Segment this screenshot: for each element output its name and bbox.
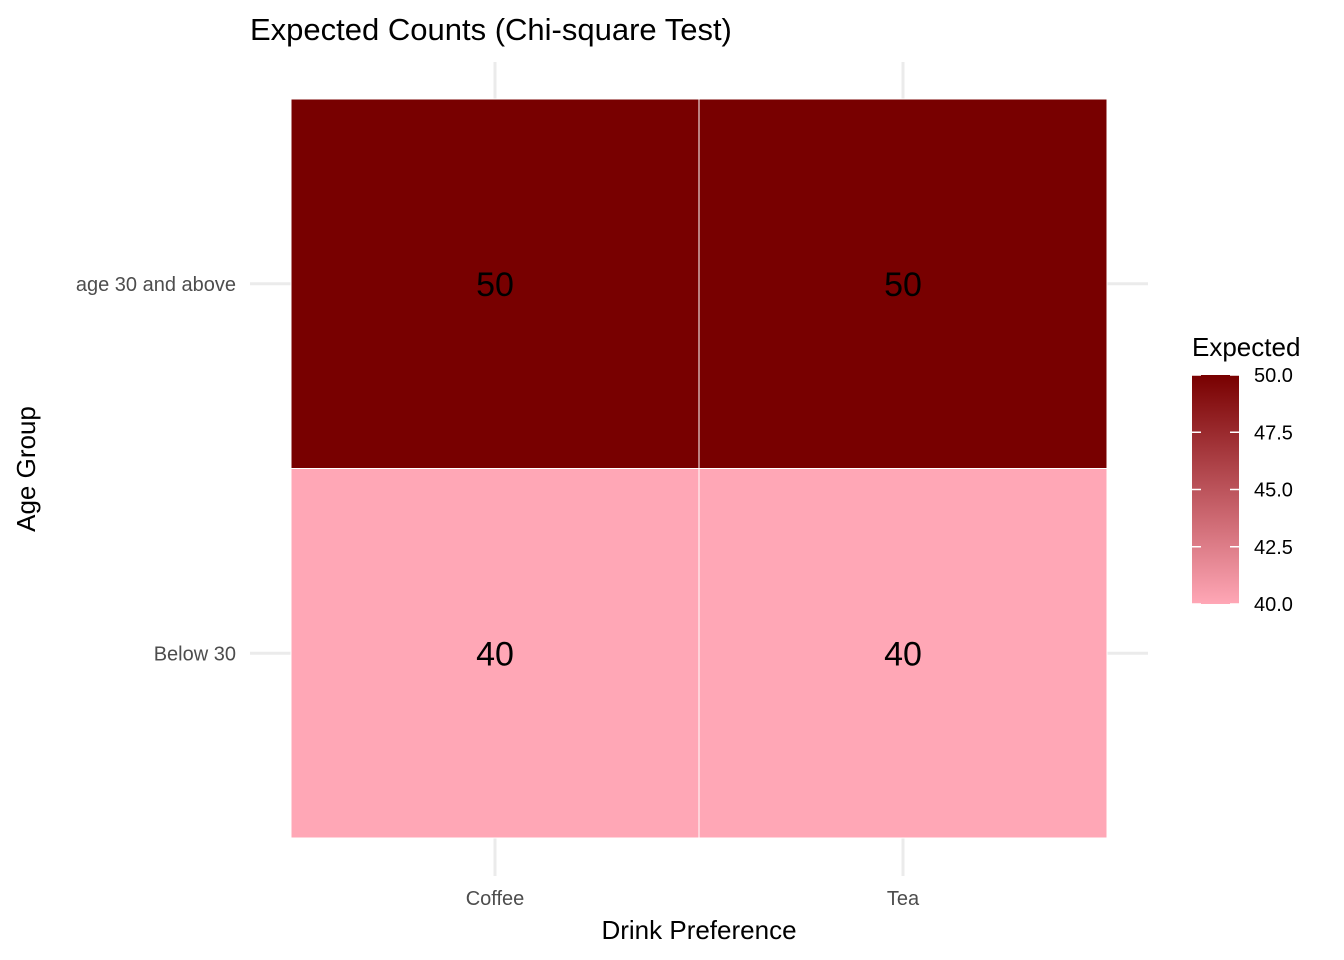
cell-value-label: 40 bbox=[884, 635, 922, 673]
legend-ticks: 50.0 47.5 45.0 42.5 40.0 bbox=[1192, 365, 1293, 616]
x-tick-label: Tea bbox=[887, 888, 920, 910]
legend-title: Expected bbox=[1192, 332, 1300, 362]
heatmap-cell bbox=[290, 468, 700, 839]
y-tick-label: Below 30 bbox=[154, 643, 236, 665]
y-axis-ticks: Below 30 age 30 and above bbox=[76, 274, 236, 666]
color-legend: Expected 50.0 47.5 45.0 42.5 40.0 bbox=[1192, 332, 1300, 616]
cell-value-label: 50 bbox=[884, 266, 922, 304]
cell-value-label: 40 bbox=[476, 635, 514, 673]
chart-title: Expected Counts (Chi-square Test) bbox=[250, 12, 732, 47]
legend-tick-label: 47.5 bbox=[1254, 422, 1293, 444]
y-axis-title: Age Group bbox=[11, 406, 41, 532]
legend-tick-label: 40.0 bbox=[1254, 594, 1293, 616]
x-axis-title: Drink Preference bbox=[601, 915, 796, 945]
legend-tick-label: 42.5 bbox=[1254, 537, 1293, 559]
heatmap-cells bbox=[290, 98, 1108, 839]
x-tick-label: Coffee bbox=[466, 888, 525, 910]
legend-tick-label: 45.0 bbox=[1254, 480, 1293, 502]
legend-tick-label: 50.0 bbox=[1254, 365, 1293, 387]
heatmap-cell bbox=[698, 468, 1108, 839]
x-axis-ticks: Coffee Tea bbox=[466, 888, 920, 910]
heatmap-cell bbox=[290, 98, 700, 469]
y-tick-label: age 30 and above bbox=[76, 274, 236, 296]
cell-value-labels: 50 50 40 40 bbox=[476, 266, 922, 674]
cell-value-label: 50 bbox=[476, 266, 514, 304]
